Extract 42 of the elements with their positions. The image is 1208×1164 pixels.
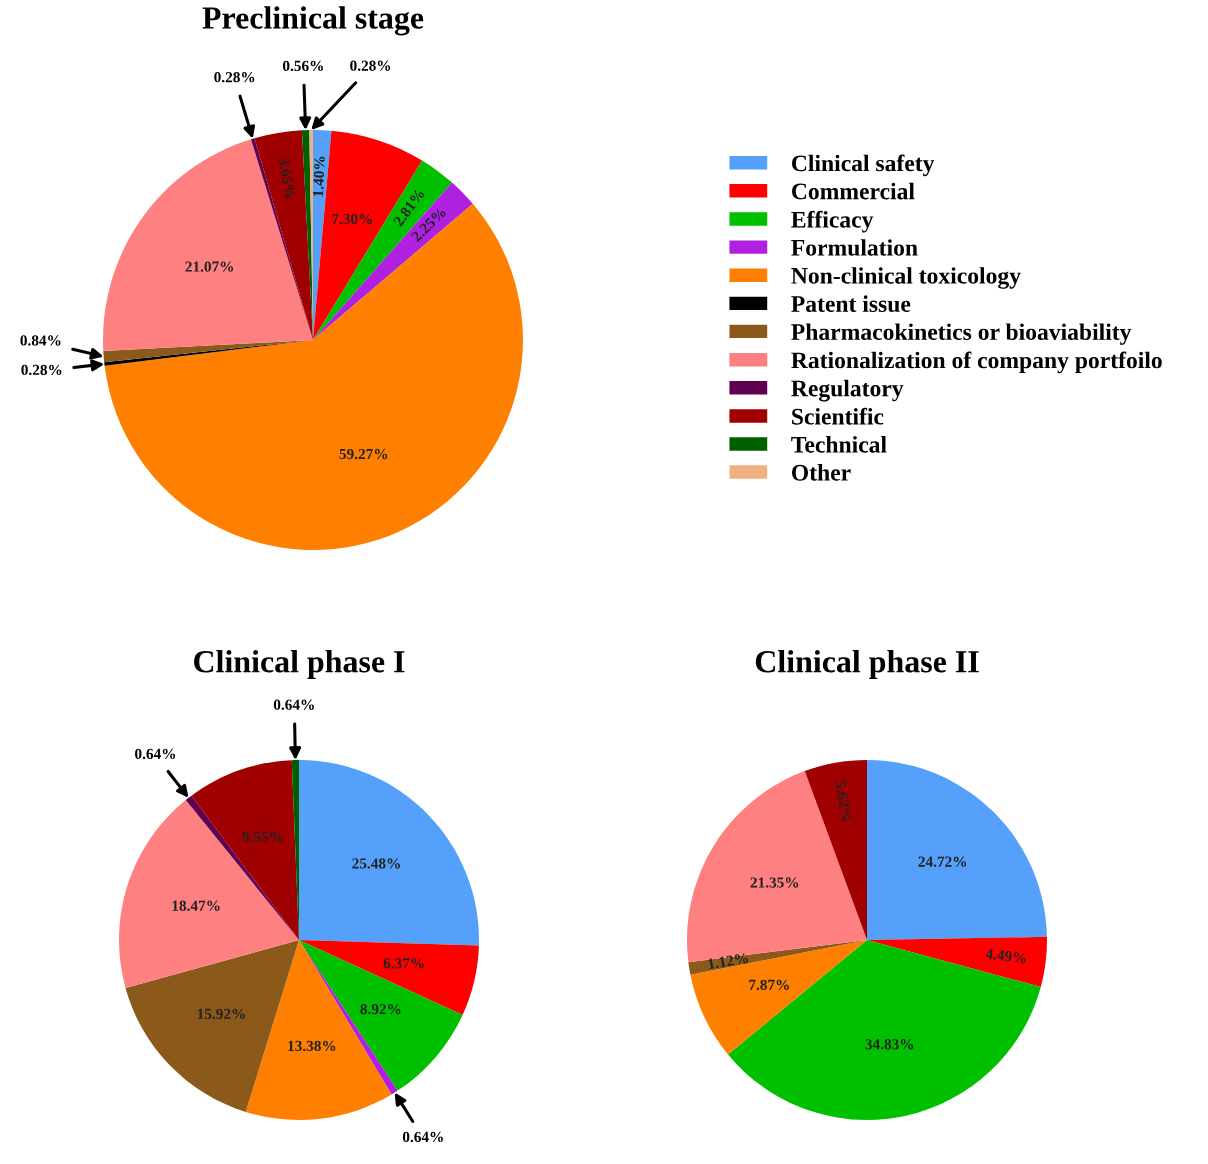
chart-title: Preclinical stage [202, 6, 424, 36]
data-label: 8.92% [360, 1003, 401, 1015]
legend-label: Formulation [791, 239, 918, 256]
data-label: 6.37% [383, 958, 424, 969]
legend-label: Pharmacokinetics or bioaviability [791, 323, 1132, 345]
data-label: 0.84% [20, 335, 61, 346]
data-label: 0.64% [273, 699, 314, 710]
data-label: 5.62% [834, 780, 853, 822]
chart-title: Clinical phase I [194, 650, 405, 679]
data-label: 1.40% [312, 156, 325, 197]
data-label: 0.64% [402, 1131, 443, 1143]
data-label: 7.87% [749, 979, 789, 991]
legend-label: Non-clinical toxicology [791, 267, 1021, 289]
data-label: 21.35% [750, 877, 799, 888]
data-label: 59.27% [339, 448, 388, 460]
data-label: 21.07% [185, 261, 234, 272]
data-label: 34.83% [865, 1039, 914, 1050]
data-label: 4.49% [985, 948, 1027, 964]
legend-label: Regulatory [791, 379, 904, 402]
data-label: 15.92% [197, 1008, 245, 1020]
legend-label: Patent issue [791, 295, 911, 313]
legend-label: Clinical safety [791, 154, 935, 177]
legend-label: Efficacy [791, 210, 874, 233]
legend-label: Technical [791, 436, 887, 453]
data-label: 1.12% [707, 952, 749, 970]
legend-label: Commercial [791, 182, 915, 200]
legend-label: Rationalization of company portfoilo [791, 351, 1162, 374]
data-label: 7.30% [332, 213, 372, 225]
data-label: 0.28% [350, 60, 391, 71]
legend-label: Scientific [792, 407, 884, 425]
data-label: 0.28% [21, 364, 62, 376]
data-label: 0.28% [214, 71, 255, 83]
data-label: 25.48% [352, 858, 400, 869]
data-label: 0.64% [135, 748, 176, 760]
data-label: 0.56% [282, 60, 323, 72]
chart-title: Clinical phase II [755, 650, 979, 679]
data-label: 9.55% [242, 831, 283, 843]
legend-label: Other [791, 464, 851, 481]
data-label: 18.47% [172, 900, 220, 911]
data-label: 13.38% [288, 1040, 336, 1052]
data-label: 3.65% [278, 157, 296, 199]
data-label: 24.72% [918, 856, 967, 867]
